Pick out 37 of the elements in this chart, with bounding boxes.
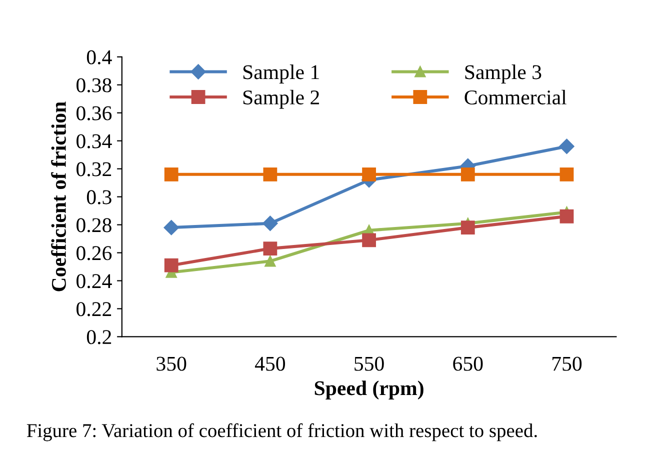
y-tick-label: 0.2 — [86, 330, 112, 344]
legend-label: Sample 3 — [465, 64, 542, 84]
legend-label: Commercial — [464, 90, 566, 104]
x-tick-label: 750 — [552, 356, 582, 371]
x-tick-label: 550 — [354, 356, 384, 371]
y-tick-label: 0.4 — [86, 50, 112, 64]
point — [164, 258, 178, 272]
x-tick-label: 350 — [156, 356, 186, 371]
caption: Figure 7: Variation of coefficient of friction with respect to speed. — [26, 423, 537, 442]
point — [362, 167, 376, 182]
x-tick-label: 650 — [453, 356, 483, 371]
point — [560, 209, 574, 224]
point — [262, 216, 278, 231]
x-tick-label: 450 — [254, 356, 286, 371]
point — [559, 138, 574, 154]
legend-label: Sample 2 — [243, 90, 319, 109]
point — [362, 233, 376, 248]
point — [263, 242, 278, 256]
y-tick-label: 0.26 — [76, 246, 112, 260]
y-tick-label: 0.34 — [76, 134, 112, 148]
x-axis-title: Speed (rpm) — [314, 380, 424, 400]
y-tick-label: 0.22 — [76, 302, 112, 316]
y-tick-label: 0.32 — [76, 162, 112, 176]
y-tick-label: 0.28 — [76, 218, 112, 232]
point — [560, 167, 574, 182]
point — [263, 167, 278, 182]
y-tick-label: 0.36 — [76, 106, 112, 120]
point — [460, 167, 475, 182]
point — [460, 220, 475, 235]
y-tick-label: 0.3 — [86, 190, 112, 204]
y-tick-label: 0.24 — [76, 274, 112, 288]
y-tick-label: 0.38 — [76, 78, 112, 92]
point — [164, 167, 178, 182]
point — [264, 256, 276, 267]
legend-label: Sample 1 — [243, 64, 319, 84]
point — [164, 220, 179, 236]
y-axis-title: Coefficient of friction — [51, 102, 66, 292]
